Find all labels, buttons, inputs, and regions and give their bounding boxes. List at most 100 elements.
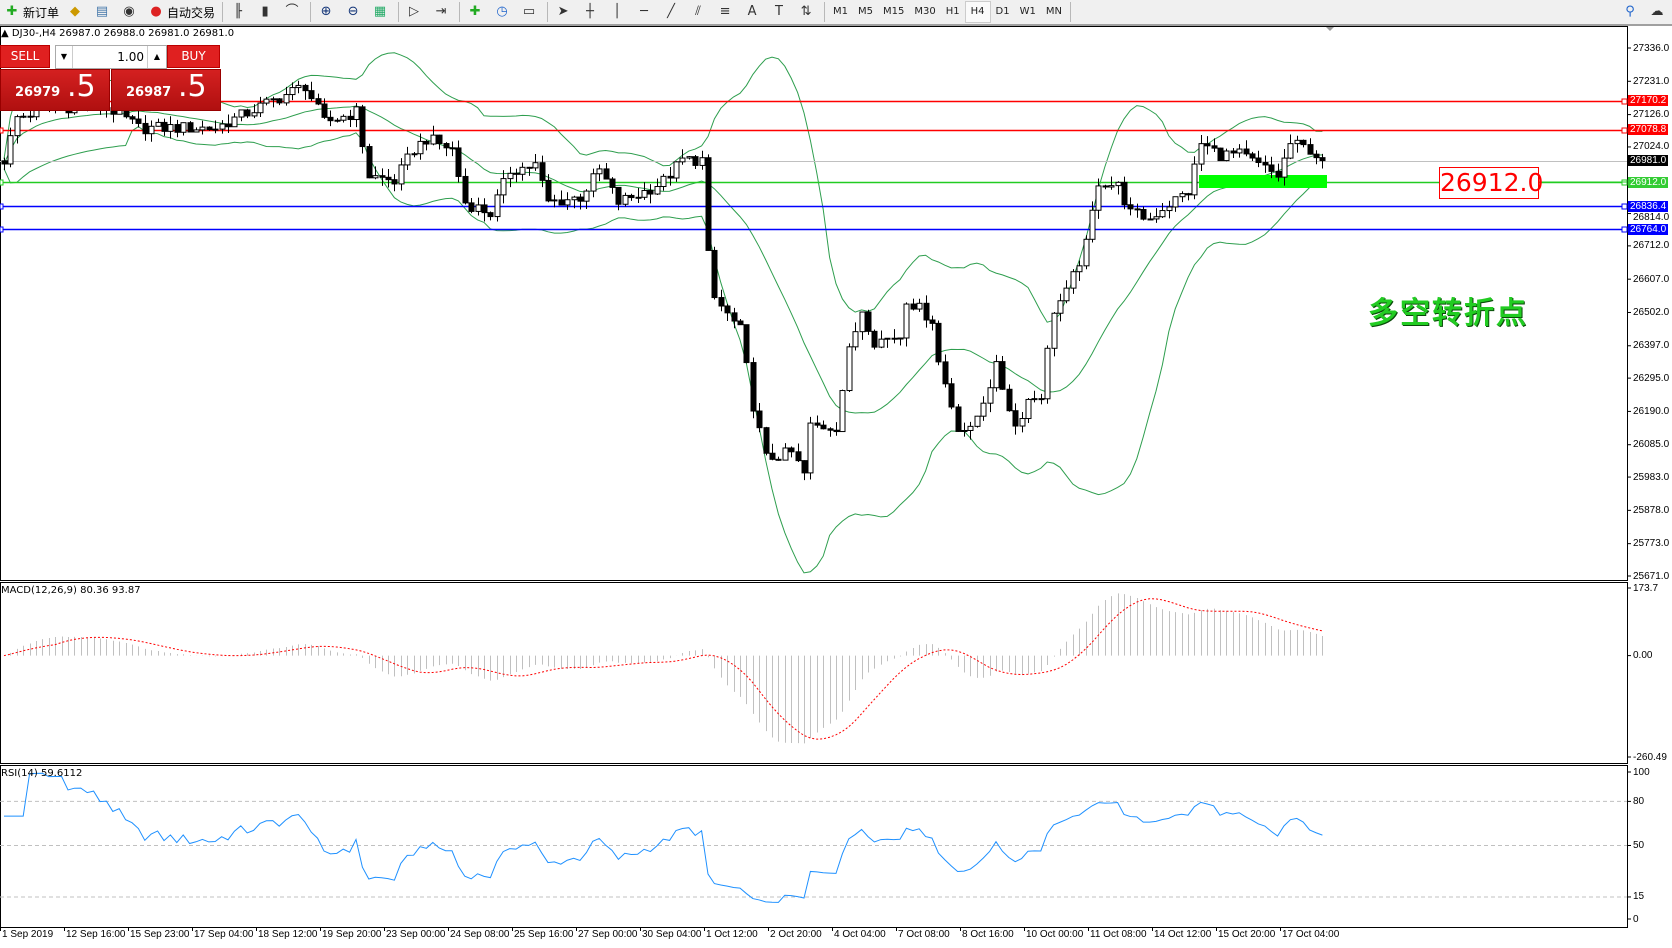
candle-bearish (449, 147, 456, 150)
line-chart-button[interactable]: ⌒ (280, 1, 307, 23)
lots-input[interactable]: 1.00 (117, 50, 144, 64)
candle-bearish (865, 311, 872, 332)
price-axis-label: 27126.0 (1633, 109, 1670, 120)
candle-bullish (494, 194, 501, 218)
level-handle (0, 226, 4, 233)
level-annotation-label[interactable]: 26912.0 (1439, 167, 1544, 199)
sell-price-main: 26979 (15, 85, 61, 100)
new-order-button[interactable]: ✚ 新订单 (0, 1, 63, 23)
timeframe-d1[interactable]: D1 (995, 6, 1010, 17)
candle-bullish (993, 361, 1000, 389)
candle-bearish (513, 172, 520, 175)
equidistant-channel-button[interactable]: ⫽ (686, 1, 713, 23)
timeframe-h4[interactable]: H4 (964, 1, 991, 23)
timeframe-mn[interactable]: MN (1045, 6, 1062, 17)
price-axis-label: 25983.0 (1633, 472, 1670, 483)
time-axis-label: 4 Oct 04:00 (834, 929, 886, 940)
candle-bearish (718, 297, 725, 307)
chart-shift-button[interactable]: ⇥ (429, 1, 456, 23)
candle-bearish (955, 406, 962, 432)
timeframe-m30[interactable]: M30 (914, 6, 936, 17)
candle-bullish (212, 128, 219, 131)
candle-bullish (679, 157, 686, 163)
lots-decrease-button[interactable]: ▼ (56, 46, 73, 68)
templates-button[interactable]: ▭ (517, 1, 544, 23)
candle-bearish (455, 147, 462, 177)
zoom-out-button[interactable]: ⊖ (341, 1, 368, 23)
candle-bearish (1127, 204, 1134, 210)
periods-button[interactable]: ◷ (490, 1, 517, 23)
candle-bearish (545, 179, 552, 202)
arrows-button[interactable]: ⇅ (794, 1, 821, 23)
time-axis-label: 1 Oct 12:00 (706, 929, 758, 940)
fibonacci-button[interactable]: ≡ (713, 1, 740, 23)
bar-chart-button[interactable]: ╟ (226, 1, 253, 23)
candle-bearish (468, 202, 475, 212)
sell-button[interactable]: SELL (0, 45, 50, 68)
candle-bearish (1275, 170, 1282, 178)
candle-bullish (903, 303, 910, 339)
timeframe-m15[interactable]: M15 (883, 6, 905, 17)
candlestick-button[interactable]: ▮ (253, 1, 280, 23)
zoom-in-button[interactable]: ⊕ (314, 1, 341, 23)
candle-bearish (743, 324, 750, 364)
timeframe-w1[interactable]: W1 (1019, 6, 1036, 17)
support-resistance-zone[interactable] (1199, 175, 1327, 188)
candle-bearish (1307, 144, 1314, 155)
candle-bullish (1108, 185, 1115, 188)
time-axis-label: 25 Sep 16:00 (514, 929, 574, 940)
candle-bullish (1223, 150, 1230, 162)
text-button[interactable]: A (740, 1, 767, 23)
candle-bullish (807, 422, 814, 474)
candle-bearish (577, 196, 584, 202)
macd-label: MACD(12,26,9) 80.36 93.87 (1, 585, 141, 596)
buy-button[interactable]: BUY (167, 45, 220, 68)
candle-bullish (878, 338, 885, 348)
level-handle (0, 203, 4, 210)
toolbar-separator (1069, 2, 1071, 22)
lots-increase-button[interactable]: ▲ (147, 46, 166, 68)
chat-button[interactable]: ☁ (1645, 1, 1672, 23)
candle-bullish (1179, 193, 1186, 198)
macd-pane (0, 582, 1628, 764)
reversal-point-annotation[interactable]: 多空转折点 (1368, 296, 1528, 331)
candle-bearish (1268, 164, 1275, 172)
timeframe-h1[interactable]: H1 (945, 6, 960, 17)
candle-bullish (20, 115, 27, 118)
candle-bullish (251, 112, 258, 117)
candle-bearish (692, 156, 699, 166)
vertical-line-button[interactable]: │ (605, 1, 632, 23)
candle-bullish (654, 186, 661, 195)
buy-price-button[interactable]: 26987 .5 (111, 69, 221, 111)
timeframe-m1[interactable]: M1 (833, 6, 849, 17)
candle-bearish (795, 451, 802, 462)
cursor-button[interactable]: ➤ (551, 1, 578, 23)
collapse-arrow-icon[interactable]: ▲ (1, 28, 9, 39)
horizontal-line-button[interactable]: ─ (632, 1, 659, 23)
candle-bearish (769, 452, 776, 460)
auto-trading-button[interactable]: ● 自动交易 (144, 1, 219, 23)
new-order-label: 新订单 (23, 5, 60, 20)
timeframe-m5[interactable]: M5 (858, 6, 874, 17)
candle-bearish (308, 90, 315, 100)
trendline-button[interactable]: ╱ (659, 1, 686, 23)
indicators-button[interactable]: ✚ (463, 1, 490, 23)
tile-windows-button[interactable]: ▦ (368, 1, 395, 23)
text-label-button[interactable]: T (767, 1, 794, 23)
price-axis-label: 25773.0 (1633, 538, 1670, 549)
candle-bullish (916, 302, 923, 310)
candle-bearish (539, 162, 546, 181)
search-button[interactable]: ⚲ (1618, 1, 1645, 23)
autoscroll-icon: ▷ (409, 4, 420, 19)
autoscroll-button[interactable]: ▷ (402, 1, 429, 23)
crosshair-button[interactable]: ┼ (578, 1, 605, 23)
price-axis-label: 26607.0 (1633, 274, 1670, 285)
signals-button[interactable]: ◉ (117, 1, 144, 23)
sell-price-button[interactable]: 26979 .5 (0, 69, 110, 111)
level-price-badge: 26764.0 (1628, 224, 1669, 235)
market-watch-button[interactable]: ◆ (63, 1, 90, 23)
candle-bullish (1076, 265, 1083, 273)
candle-bullish (155, 121, 162, 127)
navigator-button[interactable]: ▤ (90, 1, 117, 23)
